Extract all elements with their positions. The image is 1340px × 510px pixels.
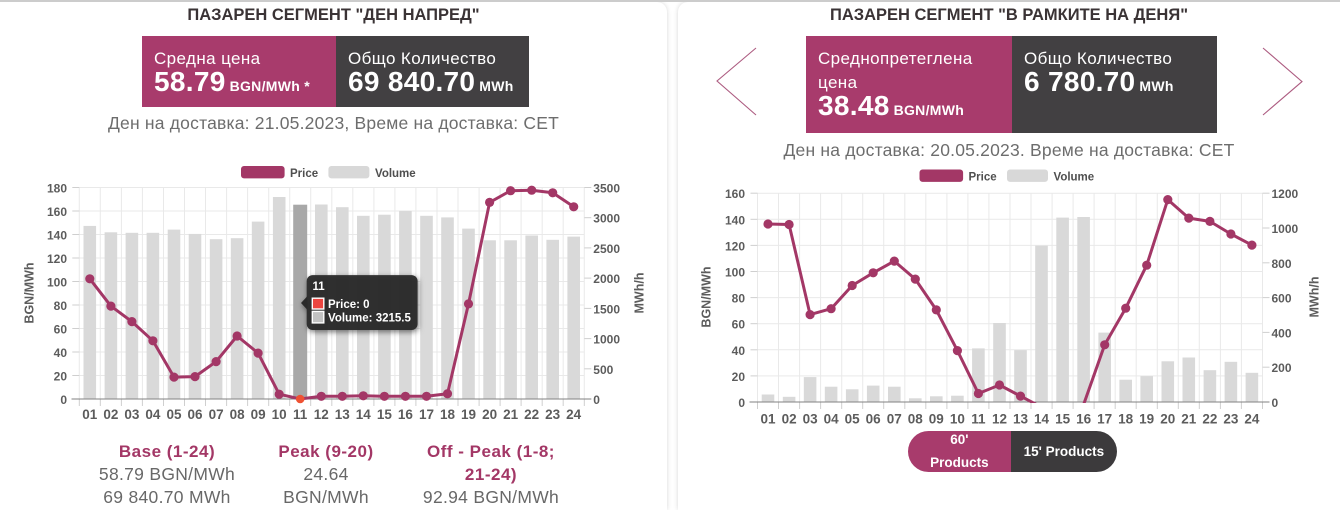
svg-text:11: 11 — [313, 281, 326, 293]
svg-text:1500: 1500 — [593, 302, 620, 316]
svg-text:14: 14 — [356, 407, 372, 422]
svg-text:0: 0 — [738, 396, 745, 410]
svg-text:05: 05 — [166, 407, 182, 422]
svg-text:20: 20 — [482, 407, 497, 422]
svg-text:180: 180 — [47, 182, 67, 196]
svg-text:40: 40 — [54, 346, 68, 360]
svg-text:17: 17 — [1097, 412, 1112, 427]
svg-text:12: 12 — [992, 412, 1007, 427]
svg-text:19: 19 — [461, 407, 476, 422]
svg-text:MWh/h: MWh/h — [1308, 277, 1322, 318]
svg-text:1200: 1200 — [1272, 187, 1299, 201]
svg-text:1000: 1000 — [593, 333, 620, 347]
svg-text:20: 20 — [1160, 412, 1175, 427]
svg-text:08: 08 — [230, 407, 246, 422]
svg-text:100: 100 — [47, 276, 67, 290]
svg-text:04: 04 — [145, 407, 161, 422]
svg-text:BGN/MWh: BGN/MWh — [700, 266, 714, 327]
svg-text:16: 16 — [398, 407, 414, 422]
svg-text:03: 03 — [124, 407, 140, 422]
svg-text:23: 23 — [545, 407, 561, 422]
svg-text:Price: Price — [969, 172, 997, 184]
svg-text:07: 07 — [209, 407, 224, 422]
svg-text:17: 17 — [419, 407, 434, 422]
svg-text:01: 01 — [760, 412, 776, 427]
svg-text:13: 13 — [335, 407, 351, 422]
svg-text:0: 0 — [593, 393, 600, 407]
svg-text:2000: 2000 — [593, 272, 620, 286]
svg-text:2500: 2500 — [593, 242, 620, 256]
svg-text:800: 800 — [1272, 257, 1292, 271]
svg-text:09: 09 — [251, 407, 266, 422]
svg-text:200: 200 — [1272, 361, 1292, 375]
svg-text:3000: 3000 — [593, 212, 620, 226]
svg-text:15: 15 — [377, 407, 393, 422]
svg-text:09: 09 — [929, 412, 944, 427]
svg-text:03: 03 — [803, 412, 819, 427]
svg-text:18: 18 — [1118, 412, 1134, 427]
svg-text:60: 60 — [732, 318, 746, 332]
svg-text:21: 21 — [1181, 412, 1197, 427]
svg-text:1000: 1000 — [1272, 222, 1299, 236]
svg-text:06: 06 — [187, 407, 203, 422]
svg-text:10: 10 — [950, 412, 965, 427]
svg-text:02: 02 — [103, 407, 118, 422]
svg-text:40: 40 — [732, 344, 746, 358]
svg-text:BGN/MWh: BGN/MWh — [23, 262, 37, 323]
svg-text:100: 100 — [725, 266, 745, 280]
svg-text:Volume: 3215.5: Volume: 3215.5 — [328, 312, 411, 324]
svg-text:400: 400 — [1272, 326, 1292, 340]
svg-text:160: 160 — [47, 205, 67, 219]
svg-text:24: 24 — [1244, 412, 1260, 427]
svg-text:Price: 0: Price: 0 — [328, 299, 370, 311]
svg-text:80: 80 — [732, 292, 746, 306]
svg-text:20: 20 — [54, 370, 68, 384]
svg-text:160: 160 — [725, 187, 745, 201]
svg-text:13: 13 — [1013, 412, 1029, 427]
svg-text:600: 600 — [1272, 292, 1292, 306]
svg-text:11: 11 — [293, 407, 308, 422]
svg-text:10: 10 — [272, 407, 287, 422]
svg-text:Volume: Volume — [375, 168, 416, 180]
svg-text:60: 60 — [54, 323, 68, 337]
svg-text:22: 22 — [1202, 412, 1217, 427]
svg-text:04: 04 — [824, 412, 840, 427]
svg-text:21: 21 — [503, 407, 519, 422]
svg-text:06: 06 — [866, 412, 882, 427]
svg-text:12: 12 — [314, 407, 329, 422]
svg-text:0: 0 — [1272, 396, 1279, 410]
svg-text:0: 0 — [60, 393, 67, 407]
svg-text:120: 120 — [725, 239, 745, 253]
svg-text:14: 14 — [1034, 412, 1050, 427]
svg-text:16: 16 — [1076, 412, 1092, 427]
svg-text:3500: 3500 — [593, 182, 620, 196]
svg-text:MWh/h: MWh/h — [633, 273, 647, 314]
svg-text:20: 20 — [732, 370, 746, 384]
svg-text:140: 140 — [47, 229, 67, 243]
svg-text:18: 18 — [440, 407, 456, 422]
svg-text:23: 23 — [1223, 412, 1239, 427]
svg-text:15: 15 — [1055, 412, 1071, 427]
svg-text:01: 01 — [82, 407, 98, 422]
svg-text:24: 24 — [566, 407, 582, 422]
svg-text:08: 08 — [908, 412, 924, 427]
svg-text:140: 140 — [725, 213, 745, 227]
svg-text:07: 07 — [887, 412, 902, 427]
svg-text:22: 22 — [524, 407, 539, 422]
svg-text:11: 11 — [971, 412, 986, 427]
svg-text:80: 80 — [54, 299, 68, 313]
svg-text:Volume: Volume — [1054, 172, 1095, 184]
svg-text:02: 02 — [782, 412, 797, 427]
svg-text:Price: Price — [290, 168, 318, 180]
svg-text:19: 19 — [1139, 412, 1154, 427]
svg-text:120: 120 — [47, 252, 67, 266]
svg-text:500: 500 — [593, 363, 613, 377]
svg-text:05: 05 — [845, 412, 861, 427]
